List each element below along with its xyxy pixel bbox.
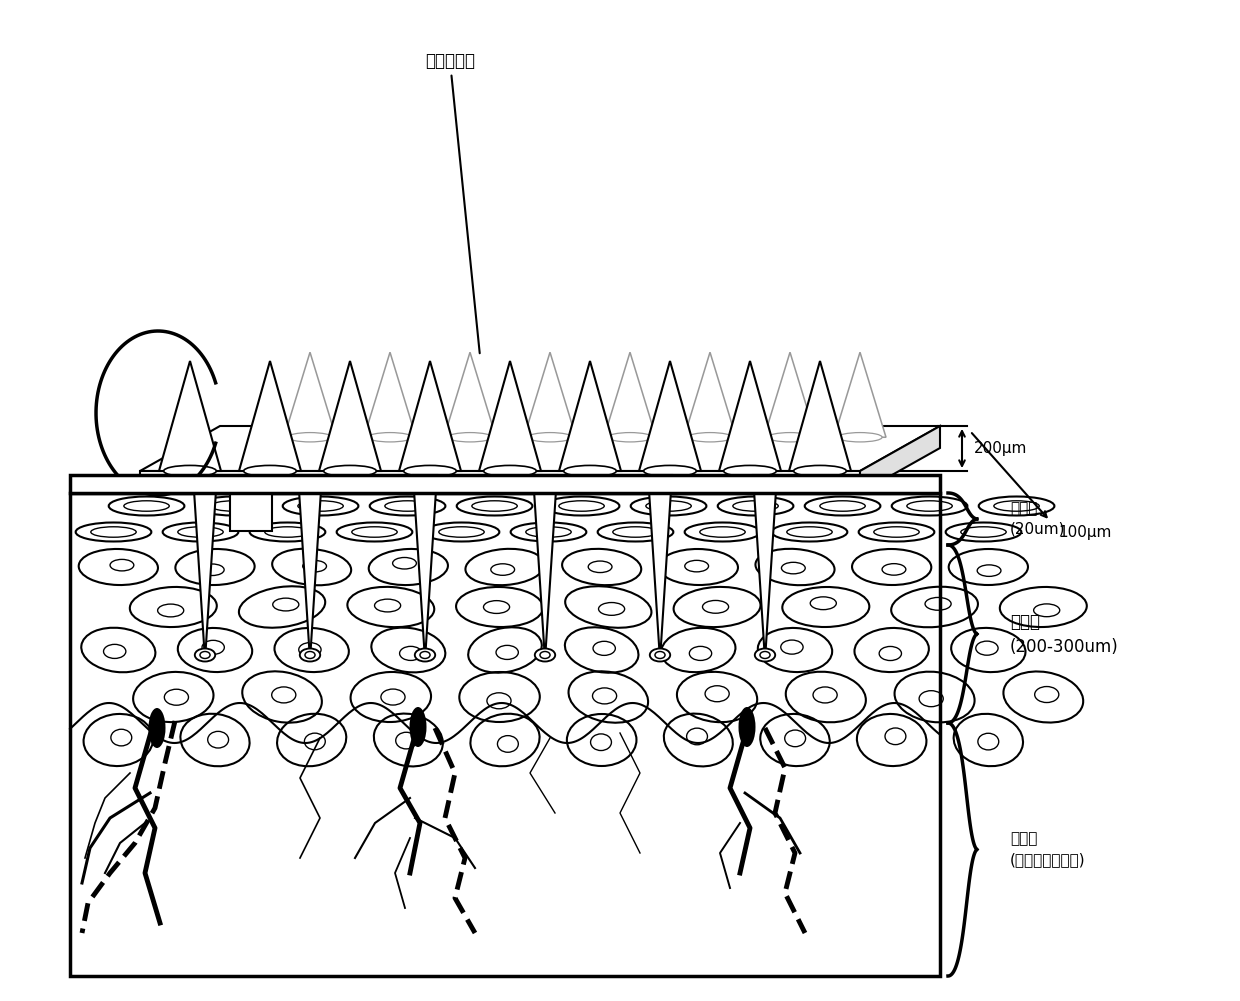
Polygon shape (159, 361, 221, 471)
Ellipse shape (688, 432, 732, 441)
Polygon shape (559, 361, 621, 471)
Polygon shape (298, 475, 322, 660)
Polygon shape (639, 361, 701, 471)
Ellipse shape (195, 649, 216, 662)
Ellipse shape (650, 649, 670, 662)
Ellipse shape (794, 465, 847, 476)
Ellipse shape (608, 432, 652, 441)
Polygon shape (399, 361, 461, 471)
Polygon shape (69, 493, 940, 976)
Polygon shape (525, 352, 577, 437)
Ellipse shape (534, 649, 556, 662)
Polygon shape (479, 361, 541, 471)
Polygon shape (753, 475, 777, 660)
Polygon shape (604, 352, 656, 437)
Ellipse shape (739, 707, 755, 747)
Ellipse shape (409, 707, 427, 747)
Ellipse shape (528, 432, 572, 441)
Polygon shape (789, 361, 851, 471)
Ellipse shape (149, 708, 165, 748)
Ellipse shape (243, 465, 296, 476)
Text: 微针聚合物: 微针聚合物 (425, 52, 480, 353)
Ellipse shape (448, 432, 492, 441)
Polygon shape (719, 361, 781, 471)
Polygon shape (365, 352, 415, 437)
Polygon shape (835, 352, 887, 437)
Polygon shape (444, 352, 496, 437)
Polygon shape (764, 352, 816, 437)
Text: 真皮层
(神经及血管分布): 真皮层 (神经及血管分布) (1011, 832, 1086, 868)
Ellipse shape (644, 465, 697, 476)
Ellipse shape (324, 465, 377, 476)
Polygon shape (193, 475, 217, 660)
Ellipse shape (768, 432, 812, 441)
Ellipse shape (404, 465, 456, 476)
Polygon shape (284, 352, 336, 437)
Polygon shape (684, 352, 737, 437)
Ellipse shape (288, 432, 332, 441)
Polygon shape (649, 475, 672, 660)
Ellipse shape (755, 649, 775, 662)
Text: 表皮层
(200-300um): 表皮层 (200-300um) (1011, 613, 1118, 656)
Polygon shape (140, 471, 861, 493)
Polygon shape (69, 475, 940, 493)
Ellipse shape (300, 649, 320, 662)
Polygon shape (229, 493, 272, 531)
Ellipse shape (368, 432, 412, 441)
Polygon shape (861, 426, 940, 493)
Text: 200μm: 200μm (973, 441, 1028, 456)
Text: 角质层
(20um): 角质层 (20um) (1011, 500, 1065, 537)
Ellipse shape (724, 465, 776, 476)
Ellipse shape (838, 432, 882, 441)
Polygon shape (533, 475, 557, 660)
Polygon shape (239, 361, 301, 471)
Text: 100μm: 100μm (1058, 526, 1111, 541)
Ellipse shape (164, 465, 216, 476)
Ellipse shape (484, 465, 537, 476)
Ellipse shape (415, 649, 435, 662)
Polygon shape (319, 361, 381, 471)
Ellipse shape (564, 465, 616, 476)
Polygon shape (140, 426, 940, 471)
Polygon shape (413, 475, 436, 660)
